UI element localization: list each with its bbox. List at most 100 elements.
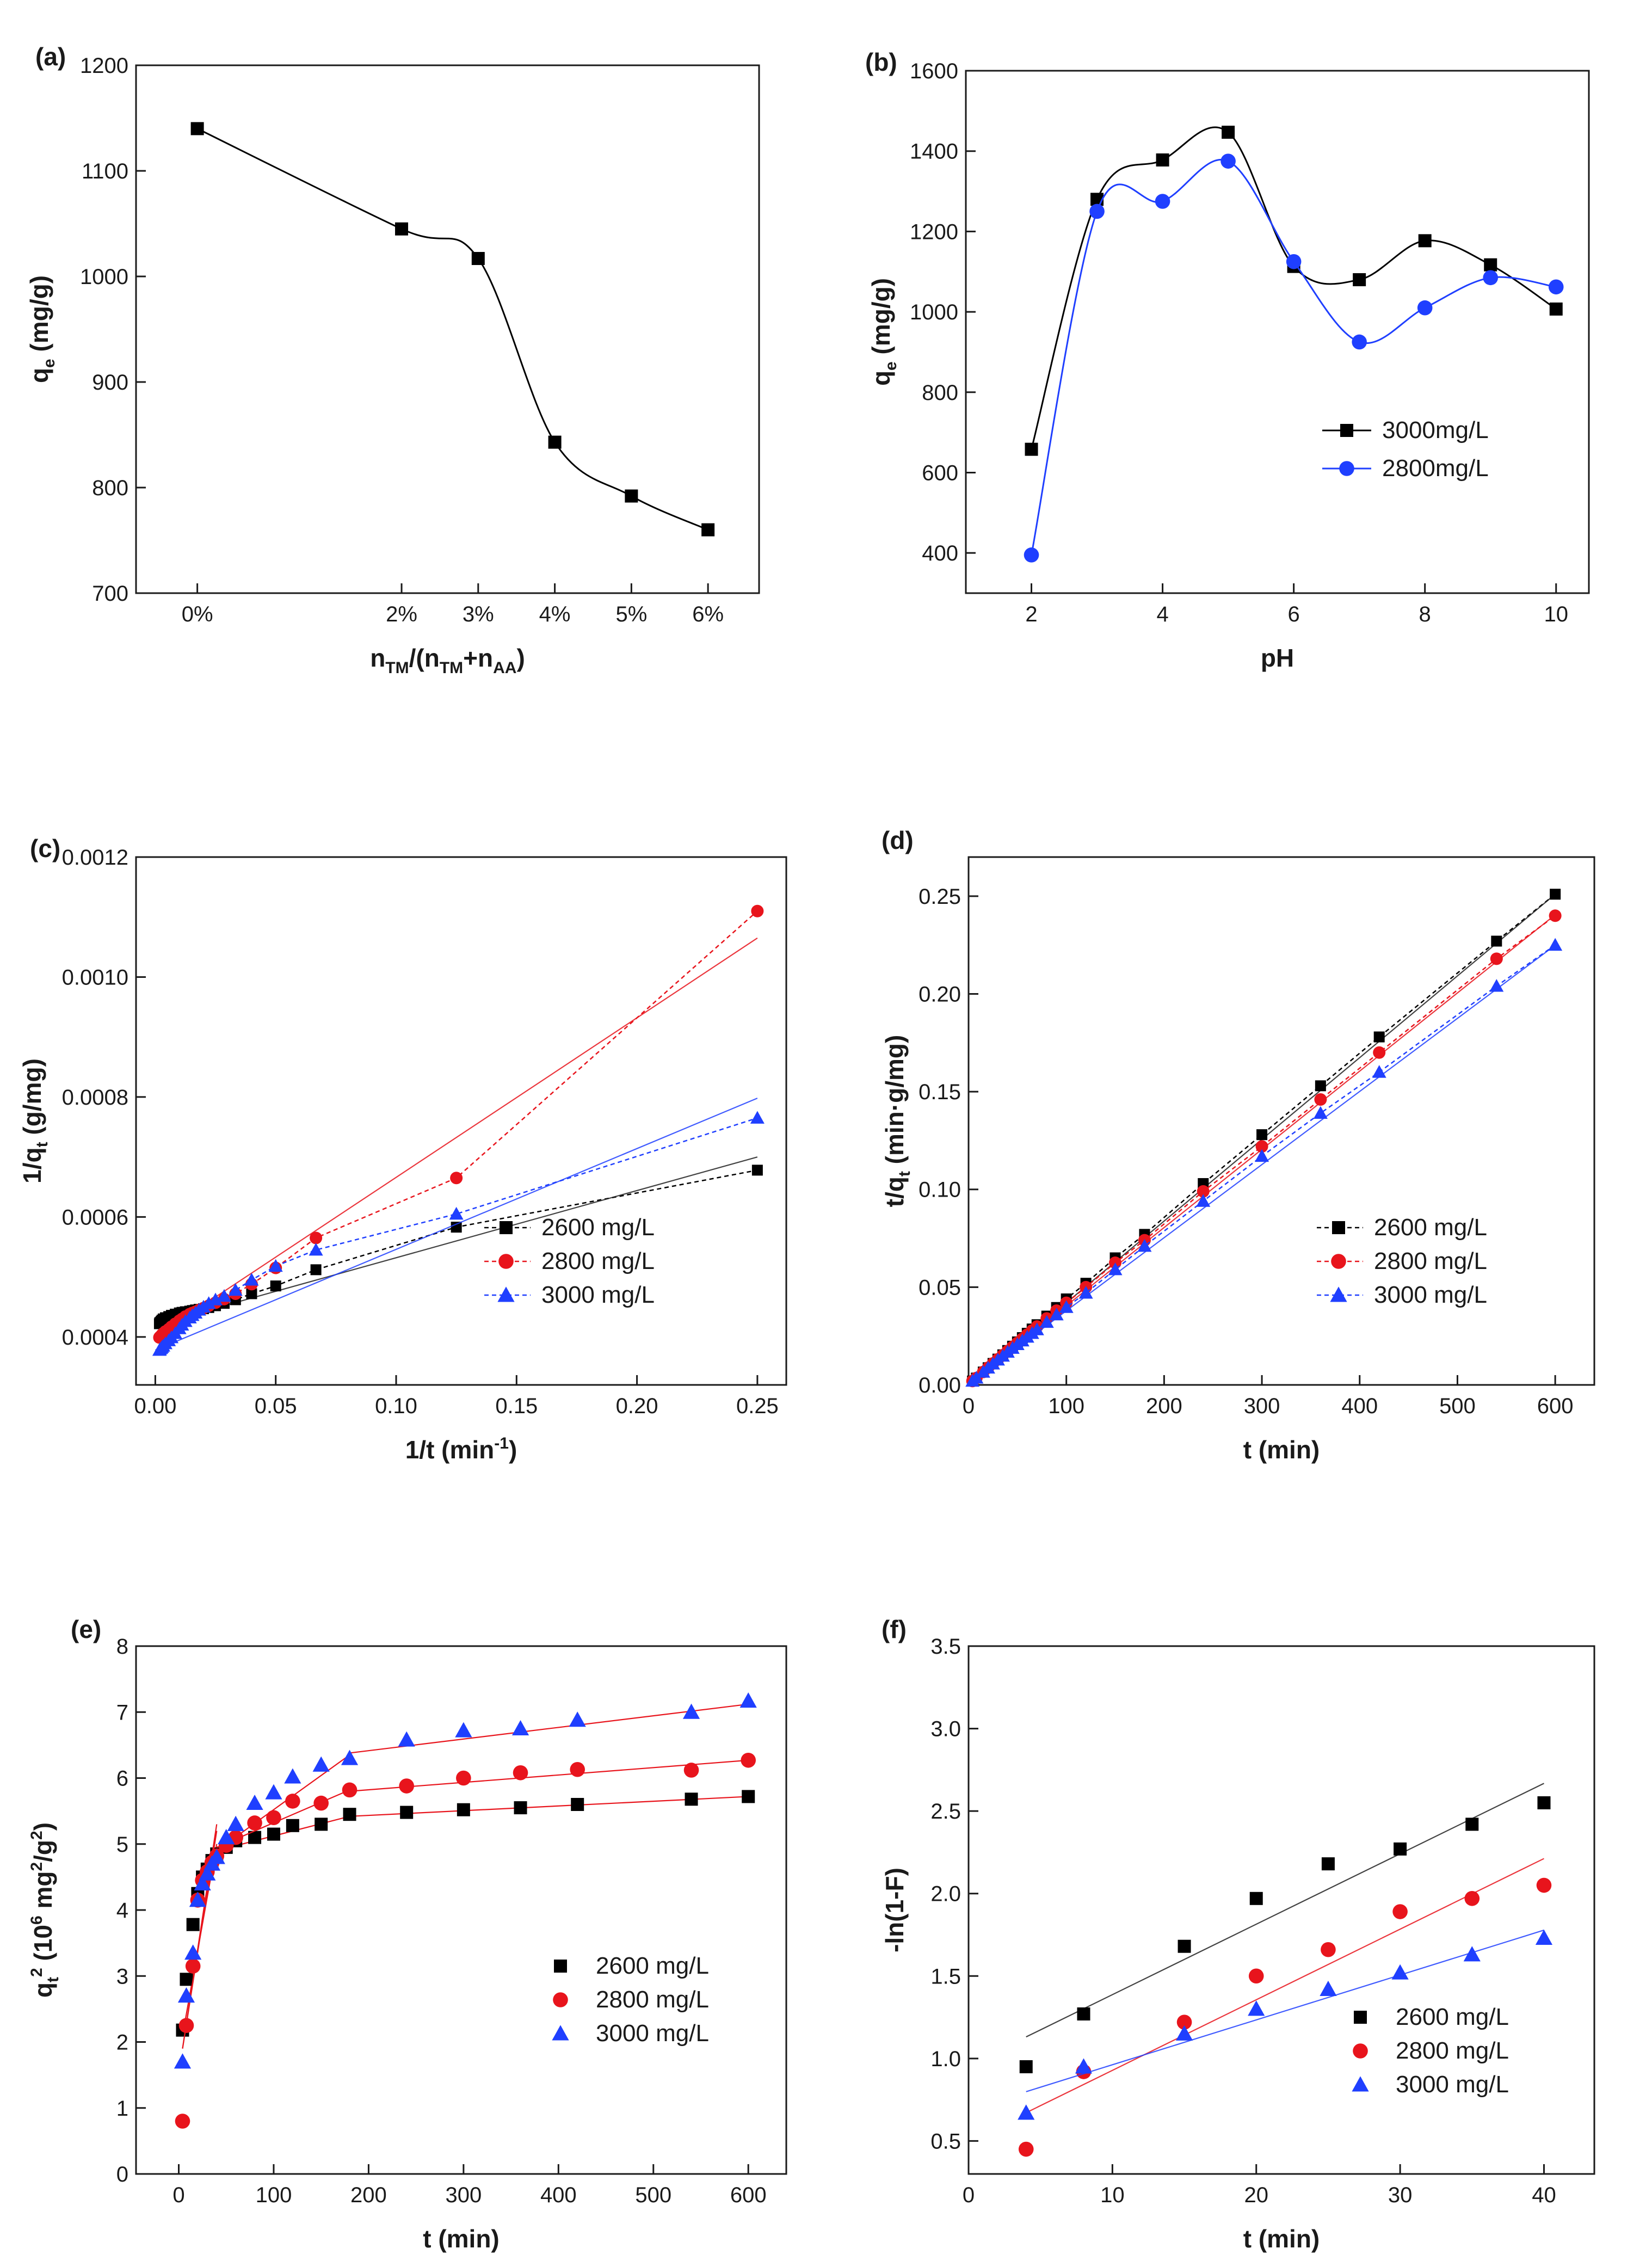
data-point xyxy=(286,1819,299,1832)
data-point xyxy=(1463,1946,1481,1962)
data-point xyxy=(751,904,764,917)
legend-marker xyxy=(1340,424,1353,437)
data-point xyxy=(742,1790,755,1803)
data-point xyxy=(1175,2025,1193,2041)
chart-panel-c: (c) 0.0004 0.0006 0.0008 0.0010 0.0012 0.00 0.0… xyxy=(18,834,787,1464)
y-tick-label: 900 xyxy=(92,371,128,395)
fit-line xyxy=(155,1098,758,1351)
x-tick-label: 20 xyxy=(1244,2183,1268,2207)
data-point xyxy=(1025,442,1038,456)
series-3000-mg/l xyxy=(965,938,1563,1387)
legend-entry: 3000 mg/L xyxy=(552,2020,709,2047)
data-point xyxy=(180,1973,193,1986)
y-tick-label: 600 xyxy=(922,461,958,485)
data-point xyxy=(455,1722,472,1738)
x-tick-label: 8 xyxy=(1419,602,1431,626)
data-point xyxy=(1537,1796,1551,1809)
y-tick-label: 1400 xyxy=(910,140,958,164)
legend-label: 3000 mg/L xyxy=(541,1282,655,1308)
data-point xyxy=(1394,1842,1407,1856)
data-point xyxy=(1030,1322,1044,1335)
x-tick-label: 600 xyxy=(1537,1394,1574,1418)
legend-label: 2600 mg/L xyxy=(541,1214,655,1241)
x-tick-label: 200 xyxy=(1146,1394,1182,1418)
y-tick-label: 0.0010 xyxy=(62,965,128,989)
x-tick-label: 100 xyxy=(1048,1394,1084,1418)
data-point xyxy=(569,1711,586,1727)
x-tick-label: 500 xyxy=(1439,1394,1476,1418)
x-tick-label: 100 xyxy=(256,2183,292,2207)
x-axis-title: t (min) xyxy=(1243,1436,1320,1464)
legend-entry: 2800 mg/L xyxy=(484,1248,655,1274)
fit-line xyxy=(1026,1783,1544,2038)
chart-panel-a: (a) 700 800 900 1000 1100 1200 0% 2% 3% 4% 5% 6% nTM/… xyxy=(25,42,760,677)
legend: 2600 mg/L 2800 mg/L 3000 mg/L xyxy=(1317,1214,1487,1308)
data-point xyxy=(342,1782,357,1798)
legend-marker xyxy=(1353,2043,1368,2059)
series-2800mg/l xyxy=(1024,153,1564,563)
y-tick-label: 0.0004 xyxy=(62,1326,128,1350)
series-dashed-line xyxy=(972,894,1556,1382)
x-tick-label: 300 xyxy=(445,2183,482,2207)
data-point xyxy=(194,1875,211,1890)
data-point xyxy=(343,1808,356,1821)
data-point xyxy=(1391,1964,1409,1980)
data-point xyxy=(451,1222,462,1233)
data-point xyxy=(683,1763,699,1778)
x-tick-label: 0 xyxy=(963,2183,975,2207)
x-tick-label: 4% xyxy=(539,602,571,626)
data-point xyxy=(310,1231,323,1245)
data-point xyxy=(739,1692,757,1708)
data-point xyxy=(682,1703,700,1719)
plot-frame xyxy=(135,1645,787,2175)
data-point xyxy=(1549,302,1563,316)
data-point xyxy=(208,1849,225,1864)
data-point xyxy=(1077,2007,1090,2020)
legend-label: 2800 mg/L xyxy=(541,1248,655,1274)
data-point xyxy=(456,1770,471,1786)
data-point xyxy=(1321,1942,1336,1957)
y-tick-label: 0.0006 xyxy=(62,1205,128,1229)
legend-entry: 2600 mg/L xyxy=(484,1214,655,1241)
data-point xyxy=(1137,1239,1152,1252)
data-point xyxy=(190,122,204,135)
panel-label: (a) xyxy=(35,42,66,71)
data-point xyxy=(514,1801,527,1815)
data-point xyxy=(1039,1315,1054,1328)
data-point xyxy=(152,1343,167,1356)
plot-frame xyxy=(135,64,760,594)
y-tick-label: 4 xyxy=(116,1899,128,1923)
y-axis-title: t/qt (min·g/mg) xyxy=(880,1035,914,1208)
legend-marker xyxy=(554,1960,567,1973)
legend: 2600 mg/L 2800 mg/L 3000 mg/L xyxy=(484,1214,655,1308)
legend-marker xyxy=(553,1992,568,2007)
x-axis-title: 1/t (min-1) xyxy=(405,1434,517,1464)
data-point xyxy=(449,1206,464,1220)
y-axis-title: qt2 (106 mg2/g2) xyxy=(28,1822,62,1998)
y-tick-label: 2.0 xyxy=(930,1882,961,1906)
data-point xyxy=(1373,1031,1385,1043)
x-tick-label: 5% xyxy=(615,602,647,626)
data-point xyxy=(217,1289,231,1302)
data-point xyxy=(1313,1106,1328,1119)
data-point xyxy=(751,1165,763,1176)
data-point xyxy=(1255,1149,1269,1162)
y-axis-title: qe (mg/g) xyxy=(25,275,58,383)
y-tick-label: 0.15 xyxy=(919,1080,961,1104)
legend-entry: 2800 mg/L xyxy=(553,1986,709,2013)
y-tick-label: 1200 xyxy=(80,54,128,78)
fit-segment xyxy=(349,1796,749,1817)
legend-label: 2800mg/L xyxy=(1382,455,1489,482)
plot-frame xyxy=(967,1645,1595,2175)
y-tick-label: 1 xyxy=(116,2097,128,2121)
legend-entry: 2800mg/L xyxy=(1322,455,1489,482)
data-point xyxy=(1549,909,1562,922)
data-point xyxy=(175,2114,190,2129)
panel-label: (c) xyxy=(30,834,60,863)
y-tick-label: 400 xyxy=(922,541,958,565)
data-point xyxy=(511,1720,529,1736)
data-point xyxy=(398,1731,415,1747)
data-point xyxy=(266,1810,281,1826)
panel-label: (e) xyxy=(71,1615,101,1643)
